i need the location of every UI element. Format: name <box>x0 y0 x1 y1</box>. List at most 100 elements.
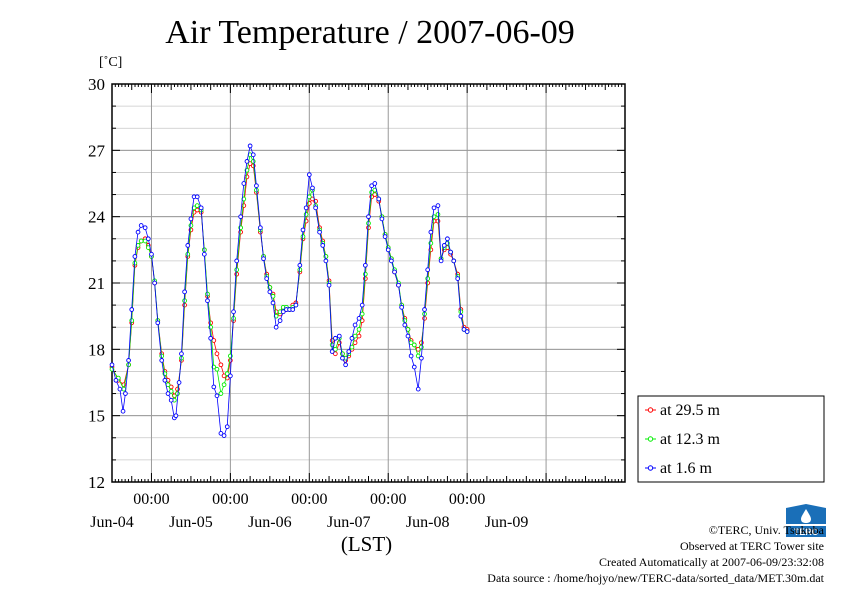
data-point <box>411 364 417 370</box>
data-point <box>369 183 375 189</box>
x-date-label: Jun-09 <box>485 514 529 531</box>
data-point <box>455 276 461 281</box>
x-time-label: 00:00 <box>370 491 406 508</box>
data-point <box>320 243 326 248</box>
data-point <box>352 322 358 328</box>
data-point <box>159 358 165 363</box>
data-point <box>152 280 157 286</box>
data-point <box>343 362 348 368</box>
data-point <box>385 247 391 253</box>
data-point <box>109 362 115 368</box>
data-point <box>214 393 220 399</box>
data-point <box>120 408 126 414</box>
data-point <box>214 351 220 357</box>
data-point <box>185 251 191 257</box>
data-point <box>162 377 168 383</box>
data-point <box>356 333 362 339</box>
data-point <box>205 298 210 304</box>
data-point <box>306 172 312 178</box>
data-point <box>356 327 362 332</box>
data-point <box>221 382 227 388</box>
data-point <box>346 349 352 354</box>
data-point <box>142 238 148 244</box>
data-point <box>359 311 365 317</box>
y-tick-label: 15 <box>88 407 105 426</box>
data-point <box>224 371 230 377</box>
data-point <box>306 194 312 200</box>
data-point <box>333 335 338 341</box>
data-point <box>362 262 368 268</box>
data-point <box>405 333 411 339</box>
data-point <box>323 258 329 264</box>
legend-box <box>637 395 825 483</box>
data-point <box>261 256 266 262</box>
data-point <box>173 413 179 419</box>
data-point <box>448 249 453 255</box>
y-tick-label: 18 <box>88 340 105 359</box>
data-point <box>165 382 171 388</box>
data-point <box>408 353 414 359</box>
data-point <box>185 243 191 248</box>
data-point <box>218 362 224 368</box>
data-point <box>313 205 318 211</box>
data-point <box>438 258 444 264</box>
series-1 <box>109 161 470 399</box>
x-date-label: Jun-05 <box>169 514 213 531</box>
data-point <box>176 380 182 385</box>
data-point <box>188 216 194 222</box>
data-point <box>290 307 296 312</box>
data-point <box>244 159 250 164</box>
data-point <box>349 335 355 341</box>
data-point <box>336 333 342 339</box>
series-line <box>111 162 468 397</box>
data-point <box>280 309 286 315</box>
data-point <box>293 302 299 308</box>
data-point <box>445 236 450 242</box>
data-point <box>402 322 408 328</box>
y-tick-label: 12 <box>88 473 105 492</box>
data-point <box>425 276 431 281</box>
data-point <box>241 203 247 208</box>
data-point <box>231 309 236 315</box>
data-point <box>241 181 247 186</box>
data-point <box>303 205 309 211</box>
data-point <box>135 229 141 235</box>
data-point <box>228 373 233 379</box>
data-point <box>241 196 247 202</box>
data-point <box>431 205 437 211</box>
credits-block: ©TERC, Univ. Tsukuba Observed at TERC To… <box>487 522 824 586</box>
data-point <box>258 225 263 231</box>
credit-created: Created Automatically at 2007-06-09/23:3… <box>599 555 824 569</box>
legend-label: at 1.6 m <box>660 460 713 477</box>
data-point <box>145 236 151 242</box>
logo-text: TERC <box>794 527 819 537</box>
data-point <box>121 386 127 392</box>
data-point <box>411 342 417 348</box>
data-point <box>149 251 154 257</box>
data-point <box>273 324 279 330</box>
data-point <box>297 262 303 268</box>
data-point <box>441 243 447 248</box>
data-point <box>422 307 427 312</box>
data-point <box>247 143 253 149</box>
data-point <box>451 258 457 264</box>
data-point <box>214 366 220 372</box>
y-tick-label: 30 <box>88 75 105 94</box>
data-point <box>464 329 470 334</box>
data-point <box>352 333 358 339</box>
data-point <box>208 335 214 341</box>
data-point <box>270 300 276 306</box>
chart-title: Air Temperature / 2007-06-09 <box>165 14 575 51</box>
data-point <box>419 344 424 350</box>
x-time-label: 00:00 <box>449 491 485 508</box>
data-point <box>366 214 371 220</box>
legend-label: at 12.3 m <box>660 431 721 448</box>
data-point <box>333 346 338 352</box>
data-point <box>218 431 224 436</box>
series-line <box>111 144 468 437</box>
data-point <box>138 238 144 244</box>
data-point <box>273 309 279 315</box>
data-point <box>425 267 431 273</box>
data-point <box>123 391 128 396</box>
data-point <box>194 194 200 200</box>
